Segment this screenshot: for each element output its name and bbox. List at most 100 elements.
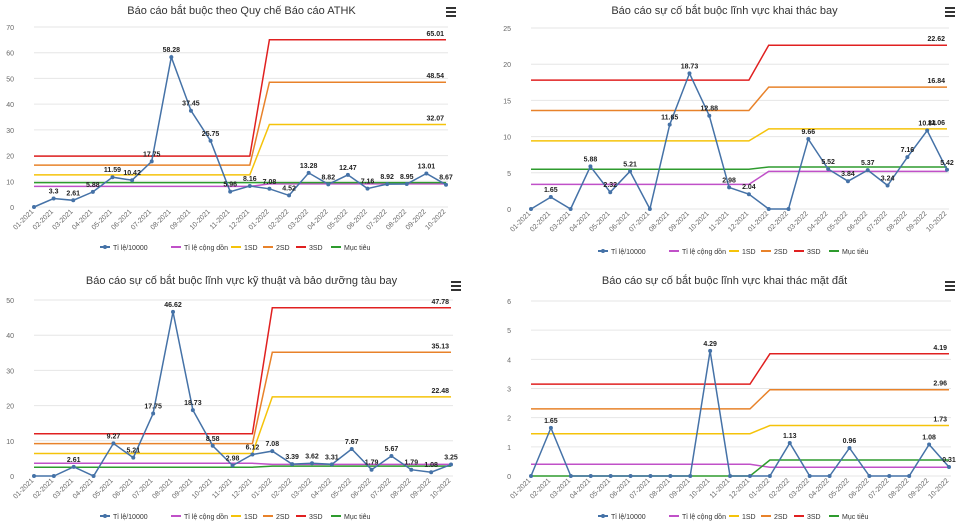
data-point xyxy=(149,159,154,164)
x-tick-label: 08-2022 xyxy=(887,477,910,500)
data-label: 2.98 xyxy=(722,177,736,184)
data-point xyxy=(91,474,96,478)
data-point xyxy=(429,470,434,475)
data-label: 0.31 xyxy=(942,457,956,464)
data-point xyxy=(151,411,156,416)
data-point xyxy=(746,192,751,197)
data-label: 2.98 xyxy=(226,456,240,463)
data-point xyxy=(345,172,350,177)
x-tick-label: 05-2021 xyxy=(589,210,612,233)
legend-label-sd1: 1SD xyxy=(742,249,756,256)
data-label: 8.67 xyxy=(439,175,453,182)
chart-menu-icon[interactable] xyxy=(446,7,456,17)
data-point xyxy=(608,190,613,195)
x-tick-label: 05-2022 xyxy=(826,210,849,233)
line-chart: Báo cáo sự cố bắt buộc lĩnh vực khai thá… xyxy=(507,274,956,521)
end-label-sd1: 32.07 xyxy=(426,116,444,123)
series-line-sd2 xyxy=(531,388,949,410)
data-point xyxy=(927,442,932,447)
data-point xyxy=(290,462,295,467)
legend-label-rate: Tỉ lệ/10000 xyxy=(113,513,148,521)
data-label: 2.04 xyxy=(742,184,756,191)
x-tick-label: 10-2021 xyxy=(191,477,214,500)
data-label: 3.24 xyxy=(881,176,895,183)
x-tick-label: 12-2021 xyxy=(231,477,254,500)
x-tick-label: 06-2021 xyxy=(608,210,631,233)
y-tick-label: 10 xyxy=(6,439,14,446)
x-tick-label: 10-2022 xyxy=(429,477,452,500)
legend-marker xyxy=(601,514,605,518)
data-point xyxy=(865,168,870,173)
data-point xyxy=(228,189,233,194)
chart-menu-icon[interactable] xyxy=(945,7,955,17)
data-point xyxy=(329,462,334,467)
legend-label-sd3: 3SD xyxy=(807,249,821,256)
x-tick-label: 01-2021 xyxy=(509,477,532,500)
data-point xyxy=(887,474,892,478)
data-label: 1.79 xyxy=(365,460,379,467)
y-tick-label: 50 xyxy=(6,76,14,83)
data-label: 4.52 xyxy=(282,185,296,192)
data-label: 3.3 xyxy=(49,189,59,196)
data-label: 12.47 xyxy=(339,165,357,172)
data-label: 10.84 xyxy=(918,121,936,128)
legend-label-sd3: 3SD xyxy=(309,245,323,252)
series-line-sd1 xyxy=(531,424,949,435)
x-tick-label: 02-2022 xyxy=(270,477,293,500)
x-tick-label: 07-2022 xyxy=(866,210,889,233)
x-tick-label: 01-2021 xyxy=(509,210,532,233)
series-line-cumulative xyxy=(531,170,947,186)
y-tick-label: 40 xyxy=(6,333,14,340)
data-point xyxy=(727,185,732,190)
legend-label-rate: Tỉ lệ/10000 xyxy=(611,248,646,256)
line-chart: Báo cáo bắt buộc theo Quy chế Báo cáo AT… xyxy=(6,4,453,252)
data-point xyxy=(568,207,573,211)
legend-label-cumulative: Tỉ lệ cộng dồn xyxy=(184,243,228,252)
x-tick-label: 05-2021 xyxy=(589,477,612,500)
legend-label-sd1: 1SD xyxy=(244,514,258,521)
legend-label-cumulative: Tỉ lệ cộng dồn xyxy=(682,512,726,521)
series-line-target xyxy=(531,166,947,170)
x-tick-label: 02-2022 xyxy=(768,477,791,500)
data-point xyxy=(230,463,235,468)
y-tick-label: 5 xyxy=(507,328,511,335)
data-point xyxy=(306,170,311,175)
x-tick-label: 04-2022 xyxy=(806,210,829,233)
x-tick-label: 09-2021 xyxy=(668,210,691,233)
data-point xyxy=(907,474,912,478)
data-point xyxy=(845,179,850,184)
y-tick-label: 0 xyxy=(10,474,14,481)
data-label: 7.08 xyxy=(263,179,277,186)
legend-label-sd2: 2SD xyxy=(774,249,788,256)
end-label-sd2: 35.13 xyxy=(431,343,449,350)
x-tick-label: 12-2021 xyxy=(727,210,750,233)
legend-label-target: Mục tiêu xyxy=(842,514,869,521)
data-point xyxy=(267,186,272,191)
data-point xyxy=(628,474,633,478)
data-point xyxy=(111,441,116,446)
data-point xyxy=(208,138,213,143)
data-point xyxy=(51,474,56,478)
x-tick-label: 08-2022 xyxy=(390,477,413,500)
end-label-sd2: 2.96 xyxy=(933,381,947,388)
data-point xyxy=(827,474,832,478)
x-tick-label: 03-2022 xyxy=(788,477,811,500)
x-tick-label: 09-2022 xyxy=(409,477,432,500)
data-point xyxy=(568,474,573,478)
chart-menu-icon[interactable] xyxy=(945,281,955,291)
data-point xyxy=(349,447,354,452)
data-label: 1.65 xyxy=(544,187,558,194)
series-line-target xyxy=(34,465,451,468)
data-point xyxy=(169,55,174,60)
chart-menu-icon[interactable] xyxy=(451,281,461,291)
x-tick-label: 06-2022 xyxy=(846,210,869,233)
data-point xyxy=(885,183,890,188)
data-label: 11.59 xyxy=(104,167,121,174)
data-label: 17.75 xyxy=(144,404,162,411)
data-label: 18.73 xyxy=(681,63,699,70)
data-label: 8.82 xyxy=(321,174,335,181)
data-label: 3.62 xyxy=(305,453,319,460)
data-point xyxy=(648,474,653,478)
y-tick-label: 2 xyxy=(507,416,511,423)
data-point xyxy=(529,207,533,211)
